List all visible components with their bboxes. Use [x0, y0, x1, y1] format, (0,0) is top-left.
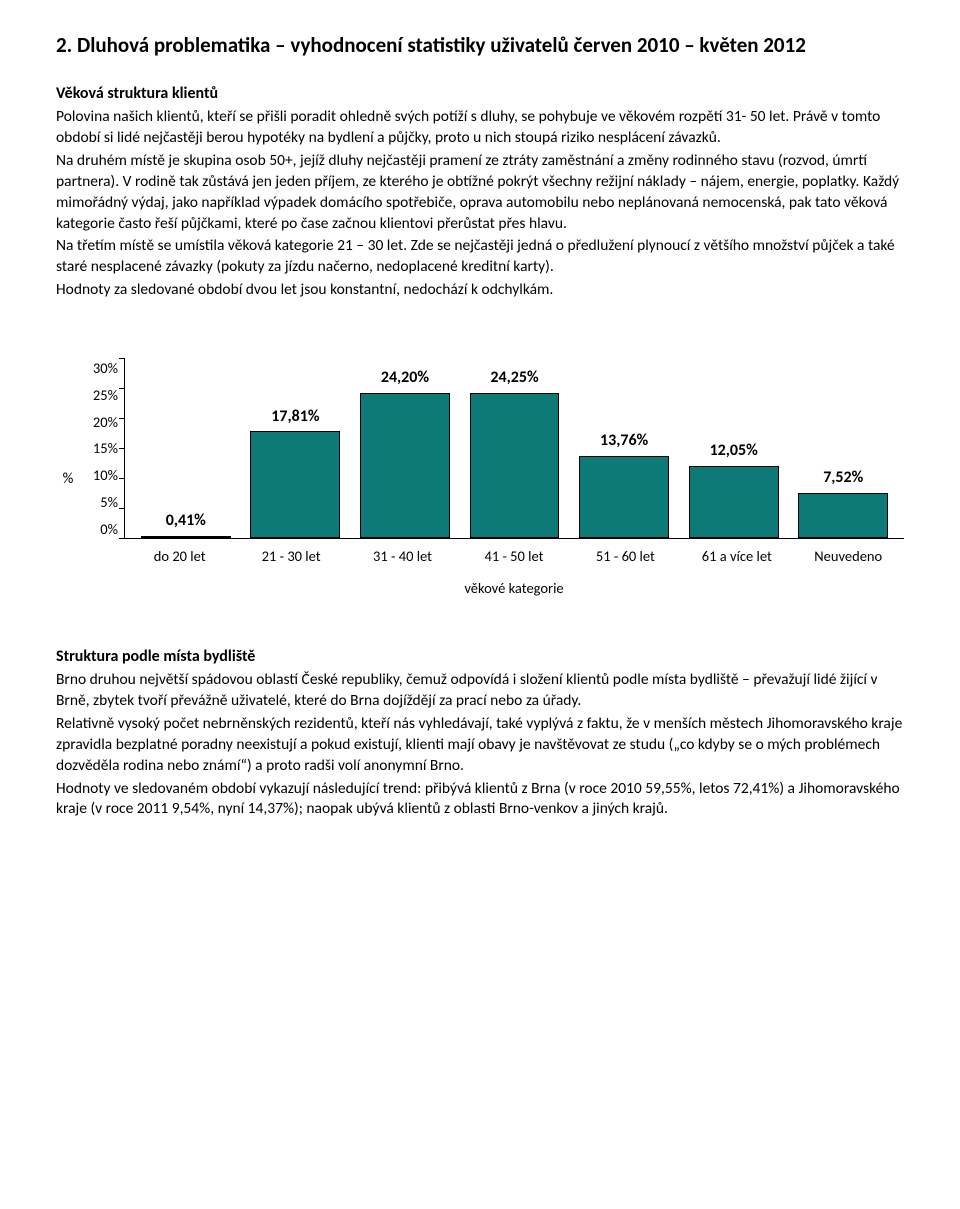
chart-bar: [250, 431, 340, 538]
chart-bar: [470, 393, 560, 539]
chart-bar-slot: 17,81%: [241, 406, 351, 538]
chart-x-label: 51 - 60 let: [570, 547, 681, 567]
age-bar-chart: % 30% 25% 20% 15% 10% 5% 0% 0,41% 17,81% 24,20% 2…: [56, 359, 904, 598]
chart-bar: [360, 393, 450, 538]
chart-x-label: 21 - 30 let: [235, 547, 346, 567]
chart-tick-mark: [119, 478, 125, 479]
chart-bar-slot: 12,05%: [679, 440, 789, 538]
chart-tick-mark: [119, 508, 125, 509]
chart-y-tick: 25%: [93, 386, 118, 406]
chart-bar-value-label: 12,05%: [710, 440, 758, 462]
chart-tick-mark: [119, 358, 125, 359]
chart-x-axis-title: věkové kategorie: [124, 579, 904, 599]
chart-tick-mark: [119, 448, 125, 449]
chart-x-label: do 20 let: [124, 547, 235, 567]
chart-bar-value-label: 24,20%: [381, 367, 429, 389]
chart-tick-mark: [119, 538, 125, 539]
chart-y-tick: 0%: [100, 520, 118, 540]
chart-y-tick: 15%: [93, 439, 118, 459]
chart-bar: [798, 493, 888, 538]
chart-bar: [579, 456, 669, 539]
chart-y-ticks: 30% 25% 20% 15% 10% 5% 0%: [80, 359, 124, 539]
chart-y-axis-label: %: [56, 359, 80, 598]
section1-para-1: Polovina našich klientů, kteří se přišli…: [56, 107, 904, 149]
page-heading: 2. Dluhová problematika – vyhodnocení st…: [56, 32, 904, 59]
chart-plot-area: 0,41% 17,81% 24,20% 24,25% 13,76% 12,05% 7,52%: [124, 359, 904, 539]
chart-bar-slot: 0,41%: [131, 510, 241, 538]
chart-bar: [141, 536, 231, 538]
chart-x-label: 61 a více let: [681, 547, 792, 567]
chart-x-label: Neuvedeno: [793, 547, 904, 567]
chart-y-tick: 30%: [93, 359, 118, 379]
chart-bar-slot: 24,20%: [350, 367, 460, 538]
section1-para-4: Hodnoty za sledované období dvou let jso…: [56, 280, 904, 301]
chart-bar-slot: 24,25%: [460, 367, 570, 538]
chart-bar-value-label: 17,81%: [271, 406, 319, 428]
section2-title: Struktura podle místa bydliště: [56, 646, 904, 668]
chart-bar-value-label: 13,76%: [600, 430, 648, 452]
chart-bar-slot: 7,52%: [788, 467, 898, 538]
chart-y-tick: 5%: [100, 493, 118, 513]
section1-para-3: Na třetím místě se umístila věková kateg…: [56, 236, 904, 278]
chart-y-tick: 20%: [93, 413, 118, 433]
chart-x-label: 41 - 50 let: [458, 547, 569, 567]
chart-tick-mark: [119, 418, 125, 419]
section2-para-2: Relativně vysoký počet nebrněnských rezi…: [56, 714, 904, 777]
section2-para-1: Brno druhou největší spádovou oblastí Če…: [56, 670, 904, 712]
section2-para-3: Hodnoty ve sledovaném období vykazují ná…: [56, 779, 904, 821]
section1-para-2: Na druhém místě je skupina osob 50+, jej…: [56, 151, 904, 235]
chart-x-labels: do 20 let21 - 30 let31 - 40 let41 - 50 l…: [124, 547, 904, 567]
chart-bar-value-label: 24,25%: [490, 367, 538, 389]
chart-y-tick: 10%: [93, 466, 118, 486]
chart-bar-slot: 13,76%: [569, 430, 679, 538]
chart-bar-value-label: 0,41%: [166, 510, 206, 532]
chart-bar-value-label: 7,52%: [823, 467, 863, 489]
section1-title: Věková struktura klientů: [56, 83, 904, 105]
chart-bar: [689, 466, 779, 538]
chart-x-label: 31 - 40 let: [347, 547, 458, 567]
chart-tick-mark: [119, 388, 125, 389]
